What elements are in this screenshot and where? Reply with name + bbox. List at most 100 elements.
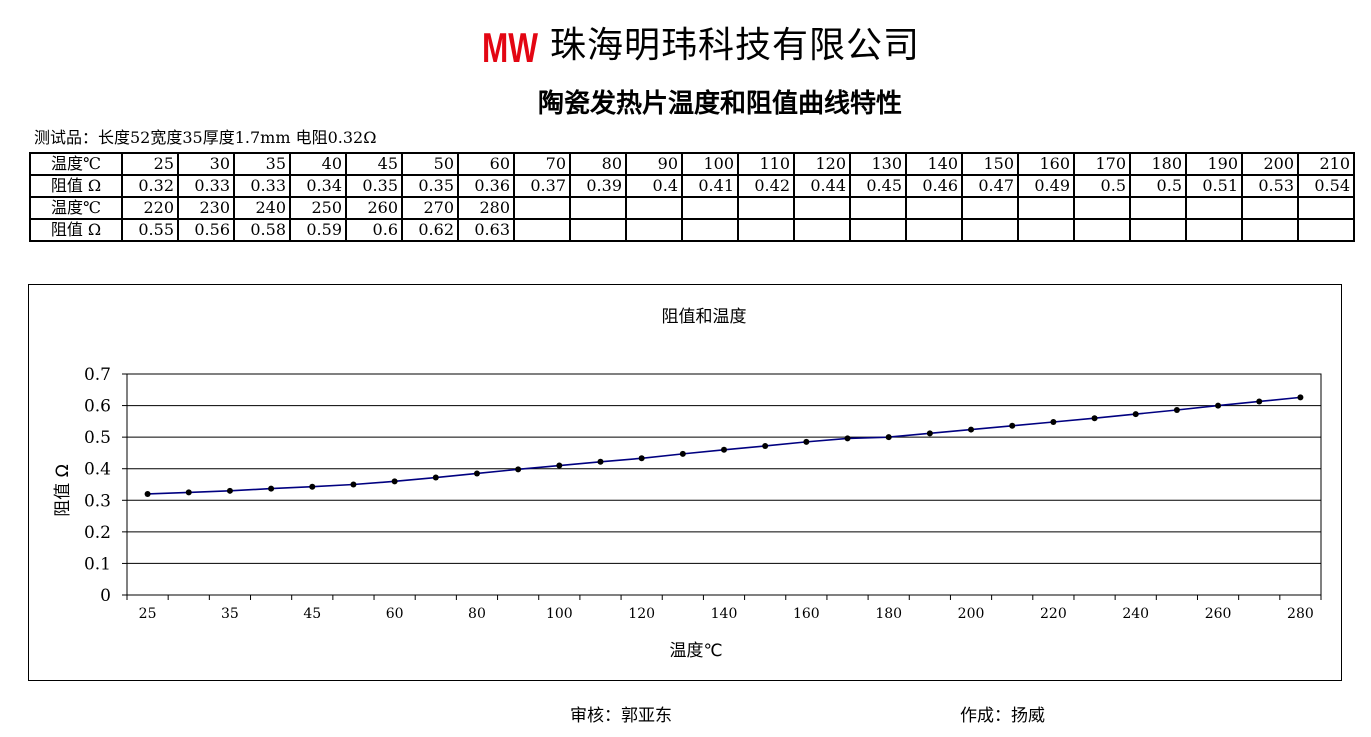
- x-tick-label: 280: [1287, 606, 1314, 622]
- table-cell: 0.39: [569, 174, 627, 198]
- sample-info: 测试品：长度52宽度35厚度1.7mm 电阻0.32Ω: [34, 128, 377, 147]
- resistance-temperature-chart: 阻值和温度 0 0.1 0.2 0.3 0.4 0.5 0.6 0.7 25 35 45 60 80 100…: [53, 307, 1322, 661]
- series-line: [147, 396, 1301, 495]
- data-point: [679, 450, 686, 457]
- table-cell: [1017, 196, 1075, 220]
- table-cell: 160: [1017, 152, 1075, 176]
- data-table: 温度℃ 25 30 35 40 45 50 60 70 80 90 100 110 120 130 140 15…: [29, 152, 1355, 242]
- table-cell: [1297, 196, 1355, 220]
- table-cell: 100: [681, 152, 739, 176]
- table-cell: 150: [961, 152, 1019, 176]
- table-cell: 0.45: [849, 174, 907, 198]
- x-tick-label: 35: [221, 606, 239, 622]
- y-tick-label: 0.4: [84, 460, 111, 480]
- table-row: 阻值 Ω 0.32 0.33 0.33 0.34 0.35 0.35 0.36 0.37 0.39…: [29, 174, 1355, 198]
- data-point: [350, 481, 357, 488]
- data-point: [638, 455, 645, 462]
- table-cell: [1073, 196, 1131, 220]
- x-tick-label: 200: [958, 606, 985, 622]
- row-label: 阻值 Ω: [29, 218, 123, 242]
- table-cell: [849, 218, 907, 242]
- y-tick-label: 0: [100, 586, 111, 606]
- data-point: [1297, 394, 1304, 401]
- data-point: [1215, 402, 1222, 409]
- table-cell: [681, 196, 739, 220]
- table-cell: 0.47: [961, 174, 1019, 198]
- table-cell: 60: [457, 152, 515, 176]
- table-cell: [961, 196, 1019, 220]
- data-point: [473, 470, 480, 477]
- table-row: 温度℃ 25 30 35 40 45 50 60 70 80 90 100 110 120 130 140 15…: [29, 152, 1355, 176]
- table-cell: [1073, 218, 1131, 242]
- table-cell: [737, 218, 795, 242]
- data-point: [1256, 398, 1263, 405]
- table-cell: [1129, 218, 1187, 242]
- y-tick-label: 0.5: [84, 428, 111, 448]
- table-cell: 0.42: [737, 174, 795, 198]
- chart-frame: 阻值和温度 0 0.1 0.2 0.3 0.4 0.5 0.6 0.7 25 35 45 60 80 100…: [28, 284, 1342, 681]
- table-cell: 0.34: [289, 174, 347, 198]
- table-cell: 260: [345, 196, 403, 220]
- logo-text: MW: [482, 24, 538, 70]
- y-axis-label: 阻值 Ω: [53, 464, 73, 516]
- table-cell: 40: [289, 152, 347, 176]
- author-signature: 作成：扬威: [960, 706, 1045, 726]
- data-point: [515, 466, 522, 473]
- data-point: [1050, 418, 1057, 425]
- table-cell: 130: [849, 152, 907, 176]
- row-label: 阻值 Ω: [29, 174, 123, 198]
- table-cell: [1185, 218, 1243, 242]
- plot-area: [126, 373, 1322, 596]
- x-tick-label: 100: [546, 606, 573, 622]
- table-cell: 0.49: [1017, 174, 1075, 198]
- x-tick-label: 240: [1122, 606, 1149, 622]
- table-cell: 270: [401, 196, 459, 220]
- data-point: [185, 489, 192, 496]
- table-cell: 50: [401, 152, 459, 176]
- data-point: [844, 435, 851, 442]
- x-tick-label: 140: [711, 606, 738, 622]
- table-cell: 0.41: [681, 174, 739, 198]
- table-cell: 110: [737, 152, 795, 176]
- table-cell: [961, 218, 1019, 242]
- row-label: 温度℃: [29, 152, 123, 176]
- table-cell: [1185, 196, 1243, 220]
- x-tick-label: 45: [303, 606, 321, 622]
- table-cell: 0.33: [177, 174, 235, 198]
- x-tick-label: 260: [1205, 606, 1232, 622]
- table-cell: [513, 218, 571, 242]
- table-cell: [681, 218, 739, 242]
- table-cell: [513, 196, 571, 220]
- x-tick-label: 220: [1040, 606, 1067, 622]
- x-tick-label: 60: [386, 606, 404, 622]
- table-cell: 0.62: [401, 218, 459, 242]
- x-tick-label: 120: [628, 606, 655, 622]
- table-cell: 140: [905, 152, 963, 176]
- x-axis-label: 温度℃: [669, 641, 722, 661]
- table-cell: 30: [177, 152, 235, 176]
- table-cell: [1017, 218, 1075, 242]
- table-cell: 0.5: [1073, 174, 1131, 198]
- x-tick-label: 180: [875, 606, 902, 622]
- table-cell: [625, 196, 683, 220]
- table-cell: [793, 196, 851, 220]
- data-point: [309, 483, 316, 490]
- table-cell: 200: [1241, 152, 1299, 176]
- table-cell: 0.35: [345, 174, 403, 198]
- table-cell: 0.44: [793, 174, 851, 198]
- data-point: [968, 426, 975, 433]
- table-cell: 0.6: [345, 218, 403, 242]
- table-cell: 120: [793, 152, 851, 176]
- header: MW 珠海明玮科技有限公司: [0, 20, 1371, 76]
- data-point: [391, 478, 398, 485]
- table-cell: 230: [177, 196, 235, 220]
- data-point: [1009, 422, 1016, 429]
- table-cell: [793, 218, 851, 242]
- table-cell: 35: [233, 152, 291, 176]
- company-name: 珠海明玮科技有限公司: [550, 25, 921, 66]
- data-point: [597, 458, 604, 465]
- table-row: 温度℃ 220 230 240 250 260 270 280: [29, 196, 1355, 220]
- table-cell: [625, 218, 683, 242]
- table-cell: 0.55: [121, 218, 179, 242]
- table-cell: 25: [121, 152, 179, 176]
